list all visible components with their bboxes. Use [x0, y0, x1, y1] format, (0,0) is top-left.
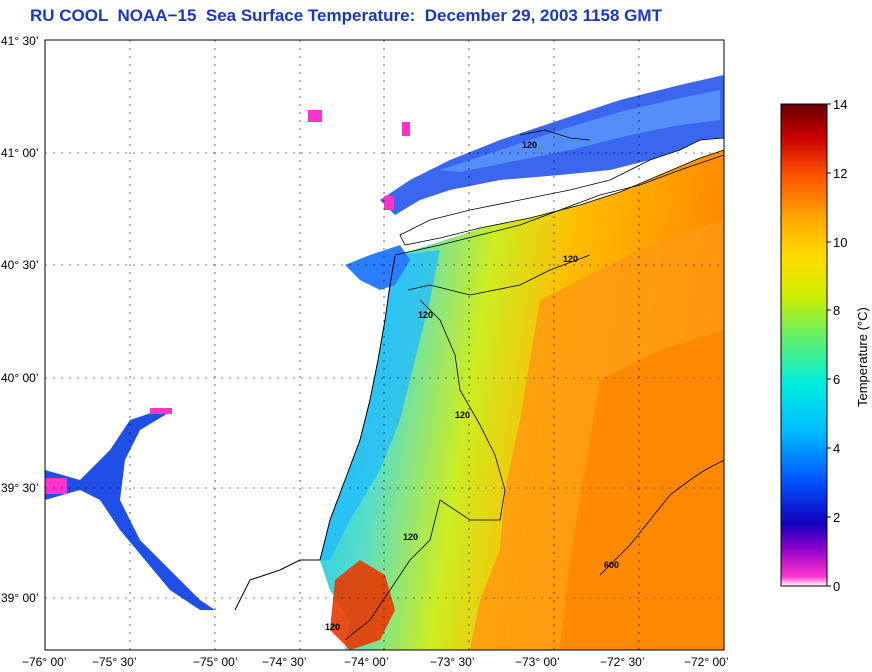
lon-label: −76° 00’ — [22, 655, 67, 669]
lon-label: −73° 30’ — [430, 655, 475, 669]
lon-label: −72° 00’ — [684, 655, 729, 669]
nearshore-cold-band — [320, 250, 440, 560]
contour-label: 120 — [455, 410, 470, 420]
colorbar-tick-label: 10 — [833, 235, 847, 250]
contour-label: 120 — [522, 140, 537, 150]
ny-bight-cold — [345, 245, 410, 290]
lon-label: −73° 00’ — [515, 655, 560, 669]
lat-label: 39° 00’ — [1, 591, 39, 605]
colorbar-ticks — [827, 103, 831, 587]
sound-inner — [440, 90, 720, 172]
colorbar-tick-label: 0 — [833, 579, 840, 594]
colorbar-tick-label: 12 — [833, 166, 847, 181]
cloud-patch — [402, 122, 410, 136]
coastline — [234, 255, 396, 611]
contour-label: 120 — [403, 532, 418, 542]
lat-label: 40° 00’ — [1, 371, 39, 385]
lon-label: −74° 30’ — [262, 655, 307, 669]
cloud-patch — [45, 478, 67, 494]
lat-label: 41° 00’ — [1, 146, 39, 160]
red-warm-patch — [330, 560, 395, 650]
cloud-patch — [384, 196, 394, 210]
cloud-patch — [308, 110, 322, 122]
long-island — [399, 137, 724, 246]
colorbar-tick-label: 2 — [833, 510, 840, 525]
lon-label: −75° 00’ — [193, 655, 238, 669]
colorbar-tick-label: 4 — [833, 441, 840, 456]
map-graticule — [45, 40, 724, 650]
lat-label: 40° 30’ — [1, 258, 39, 272]
contour-label: 120 — [418, 310, 433, 320]
lon-label: −75° 30’ — [92, 655, 137, 669]
warm-core-region — [560, 330, 724, 650]
lat-label: 39° 30’ — [1, 481, 39, 495]
cloud-patch — [150, 408, 172, 414]
colorbar — [780, 103, 828, 587]
contour-label: 600 — [604, 560, 619, 570]
isobath-contours — [344, 129, 724, 641]
map-title: RU COOL NOAA−15 Sea Surface Temperature:… — [30, 6, 662, 25]
colorbar-tick-label: 14 — [833, 97, 847, 112]
colorbar-label: Temperature (°C) — [855, 307, 870, 407]
contour-label: 120 — [325, 622, 340, 632]
contour-label: 120 — [563, 254, 578, 264]
lon-label: −72° 30’ — [600, 655, 645, 669]
map-frame — [44, 39, 725, 651]
lat-label: 41° 30’ — [1, 34, 39, 48]
colorbar-tick-label: 8 — [833, 303, 840, 318]
lon-label: −74° 00’ — [344, 655, 389, 669]
colorbar-tick-label: 6 — [833, 372, 840, 387]
